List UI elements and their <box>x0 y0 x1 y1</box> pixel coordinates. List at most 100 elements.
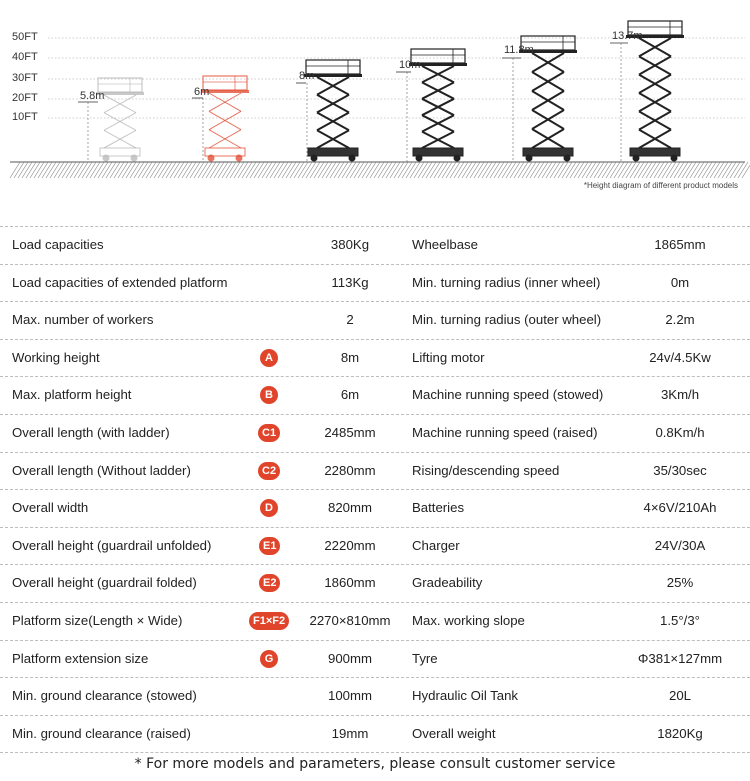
scissor-arm <box>316 111 350 132</box>
spec-value: 113Kg <box>331 274 369 290</box>
ground-hatch <box>321 161 333 179</box>
ground-hatch <box>681 161 693 179</box>
ground-hatch <box>433 161 445 179</box>
ground-hatch <box>41 161 53 179</box>
ground-hatch <box>21 161 33 179</box>
diagram-caption: *Height diagram of different product mod… <box>583 181 738 190</box>
ground-hatch <box>537 161 549 179</box>
scale-label-30ft: 30FT <box>12 72 38 84</box>
wheel <box>563 154 571 162</box>
ground-hatch <box>633 161 645 179</box>
scale-label-40ft: 40FT <box>12 51 38 63</box>
scissor-arm <box>638 55 672 76</box>
spec-label-right: Charger <box>412 537 460 553</box>
ground-hatch <box>405 161 417 179</box>
ground-hatch <box>217 161 229 179</box>
spec-label-right: Overall weight <box>412 725 496 741</box>
ground-hatch <box>541 161 553 179</box>
ground-hatch <box>73 161 85 179</box>
spec-label-right: Lifting motor <box>412 349 485 365</box>
footer-note: * For more models and parameters, please… <box>134 756 616 772</box>
ground-hatch <box>645 161 657 179</box>
ground-hatch <box>533 161 545 179</box>
ground-hatch <box>437 161 449 179</box>
spec-label-right: Gradeability <box>412 575 483 591</box>
ground-hatch <box>489 161 501 179</box>
ground-hatch <box>593 161 605 179</box>
spec-value: 900mm <box>328 650 372 666</box>
spec-value: 2220mm <box>324 537 376 553</box>
ground-hatch <box>601 161 613 179</box>
ground-hatch <box>693 161 705 179</box>
ground-hatch <box>257 161 269 179</box>
ground-hatch <box>197 161 209 179</box>
platform-floor <box>626 35 684 38</box>
spec-row: Platform size(Length × Wide) 2270×810mm Ma… <box>0 603 750 641</box>
ground-hatch <box>29 161 41 179</box>
spec-label: Overall length (with ladder) <box>12 424 170 440</box>
wheel <box>453 154 461 162</box>
ground-hatch <box>101 161 113 179</box>
ground-hatch <box>161 161 173 179</box>
ground-hatch <box>605 161 617 179</box>
spec-label-right: Rising/descending speed <box>412 462 560 478</box>
ground-hatch <box>25 161 37 179</box>
ground-hatch <box>513 161 525 179</box>
ground-hatch <box>337 161 349 179</box>
ground-hatch <box>477 161 489 179</box>
spec-label: Min. ground clearance (raised) <box>12 725 191 741</box>
ground-hatch <box>465 161 477 179</box>
scissor-arm <box>316 93 350 114</box>
ground-hatch <box>385 161 397 179</box>
ground-hatch <box>81 161 93 179</box>
spec-label: Overall length (Without ladder) <box>12 462 191 478</box>
ground-hatch <box>285 161 297 179</box>
scissor-arm <box>103 129 137 149</box>
spec-label-right: Machine running speed (stowed) <box>412 387 604 403</box>
dimension-badge-wrap: C1 <box>244 415 282 452</box>
spec-label: Max. number of workers <box>12 312 154 328</box>
ground-hatch <box>461 161 473 179</box>
ground-hatch <box>89 161 101 179</box>
spec-label: Max. platform height <box>12 387 132 403</box>
spec-value: 2270×810mm <box>309 612 391 628</box>
spec-label: Overall width <box>12 500 89 516</box>
spec-value: 2 <box>346 312 354 328</box>
ground-hatch <box>33 161 45 179</box>
dimension-badge: F1×F2 <box>249 611 290 630</box>
ground-hatch <box>581 161 593 179</box>
ground-hatch <box>705 161 717 179</box>
ground-hatch <box>597 161 609 179</box>
ground-hatch <box>133 161 145 179</box>
chassis <box>307 147 359 157</box>
model-label-6m: 6m <box>194 86 210 98</box>
ground-hatch <box>709 161 721 179</box>
ground-hatch <box>485 161 497 179</box>
spec-row: Platform extension size 900mm Tyre Φ381×127… <box>0 641 750 679</box>
ground-hatch <box>185 161 197 179</box>
scissor-arm <box>638 37 672 58</box>
ground-hatch <box>401 161 413 179</box>
spec-value: 2280mm <box>324 462 376 478</box>
wheel <box>235 154 243 162</box>
chassis <box>204 147 246 157</box>
ground-hatch <box>721 161 733 179</box>
scissor-arm <box>316 129 350 149</box>
ground-hatch <box>113 161 125 179</box>
wheel <box>130 154 138 162</box>
ground-hatch <box>37 161 49 179</box>
ground-hatch <box>165 161 177 179</box>
ground-hatch <box>629 161 641 179</box>
model-label-11-8m: 11.8m <box>504 44 534 56</box>
ground-hatch <box>585 161 597 179</box>
ground-hatch <box>121 161 133 179</box>
ground-hatch <box>689 161 701 179</box>
ground-hatch <box>365 161 377 179</box>
ground-hatch <box>241 161 253 179</box>
ground-hatch <box>741 164 750 179</box>
spec-row: Overall height (guardrail folded) 1860mm G… <box>0 565 750 603</box>
spec-label: Platform size(Length × Wide) <box>12 612 183 628</box>
scissor-arm <box>208 110 242 131</box>
ground-hatch <box>233 161 245 179</box>
ground-hatch <box>53 161 65 179</box>
